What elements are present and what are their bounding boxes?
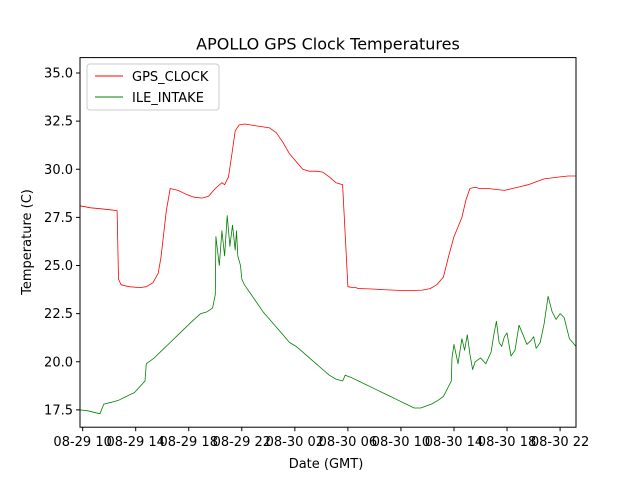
y-axis-label: Temperature (C) [20, 189, 35, 296]
x-tick-label: 08-30 06 [319, 435, 377, 450]
y-tick-label: 25.0 [44, 259, 73, 274]
y-tick-label: 17.5 [44, 403, 73, 418]
y-tick-label: 22.5 [44, 307, 73, 322]
chart-title: APOLLO GPS Clock Temperatures [196, 35, 460, 54]
y-tick-label: 27.5 [44, 211, 73, 226]
legend-label-ile-intake: ILE_INTAKE [132, 91, 204, 106]
y-axis: 17.5 20.0 22.5 25.0 27.5 30.0 32.5 35.0 [44, 67, 80, 418]
x-tick-label: 08-30 18 [478, 435, 536, 450]
plot-frame [79, 57, 577, 428]
plot-area [79, 123, 577, 415]
series-line-gps-clock [79, 123, 576, 291]
x-axis-label: Date (GMT) [289, 457, 364, 472]
x-tick-label: 08-30 10 [372, 435, 430, 450]
y-tick-label: 35.0 [44, 67, 73, 82]
x-tick-label: 08-29 14 [106, 435, 164, 450]
legend: GPS_CLOCK ILE_INTAKE [86, 63, 220, 111]
y-tick-label: 30.0 [44, 163, 73, 178]
series-line-ile-intake [79, 215, 577, 415]
y-tick-label: 32.5 [44, 115, 73, 130]
x-tick-label: 08-30 22 [531, 435, 589, 450]
x-tick-label: 08-29 18 [160, 435, 218, 450]
x-tick-label: 08-30 02 [266, 435, 324, 450]
legend-label-gps-clock: GPS_CLOCK [132, 70, 209, 85]
x-tick-label: 08-29 10 [53, 435, 111, 450]
x-tick-label: 08-30 14 [425, 435, 483, 450]
y-tick-label: 20.0 [44, 355, 73, 370]
x-tick-label: 08-29 22 [213, 435, 271, 450]
